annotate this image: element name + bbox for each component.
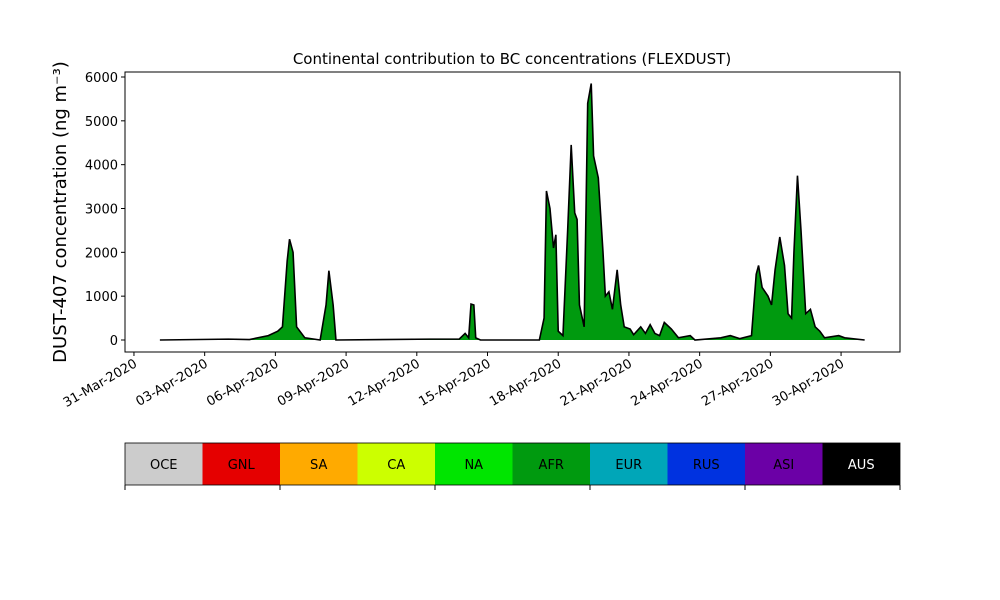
colorbar-label: EUR (615, 458, 642, 473)
colorbar-cell (590, 443, 668, 485)
y-tick-label: 6000 (85, 71, 118, 86)
colorbar-cell (202, 443, 280, 485)
y-tick-label: 3000 (85, 202, 118, 217)
x-tick-label: 24-Apr-2020 (629, 356, 706, 409)
x-tick-label: 31-Mar-2020 (61, 356, 140, 410)
x-tick-label: 12-Apr-2020 (346, 356, 423, 409)
y-tick-label: 5000 (85, 115, 118, 130)
colorbar-label: OCE (150, 458, 178, 473)
colorbar-label: NA (464, 458, 483, 473)
colorbar-label: AUS (848, 458, 875, 473)
colorbar-cell (280, 443, 358, 485)
colorbar-cell (512, 443, 590, 485)
plot-frame (124, 71, 901, 353)
x-tick-label: 15-Apr-2020 (416, 356, 493, 409)
colorbar-cell (125, 443, 203, 485)
colorbar-cell (435, 443, 513, 485)
colorbar-label: CA (387, 458, 405, 473)
area-outline (159, 83, 865, 341)
colorbar-label: ASI (773, 458, 794, 473)
area (159, 83, 865, 340)
y-tick-label: 1000 (85, 290, 118, 305)
x-tick-label: 21-Apr-2020 (558, 356, 635, 409)
x-tick-label: 27-Apr-2020 (699, 356, 776, 409)
x-tick-label: 09-Apr-2020 (275, 356, 352, 409)
y-axis-label: DUST-407 concentration (ng m⁻³) (50, 61, 71, 363)
colorbar-label: GNL (228, 458, 256, 473)
colorbar-cell (357, 443, 435, 485)
x-tick-label: 30-Apr-2020 (770, 356, 847, 409)
colorbar-cell (822, 443, 900, 485)
colorbar-label: AFR (539, 458, 564, 473)
chart-title: Continental contribution to BC concentra… (293, 50, 731, 68)
x-tick-label: 03-Apr-2020 (134, 356, 211, 409)
x-tick-label: 18-Apr-2020 (487, 356, 564, 409)
y-tick-label: 0 (110, 334, 118, 349)
colorbar-cell (667, 443, 745, 485)
y-tick-label: 2000 (85, 246, 118, 261)
colorbar-label: SA (310, 458, 327, 473)
y-tick-label: 4000 (85, 159, 118, 174)
colorbar-cell (745, 443, 823, 485)
x-tick-label: 06-Apr-2020 (204, 356, 281, 409)
colorbar-label: RUS (693, 458, 720, 473)
colorbar-frame (124, 442, 901, 486)
